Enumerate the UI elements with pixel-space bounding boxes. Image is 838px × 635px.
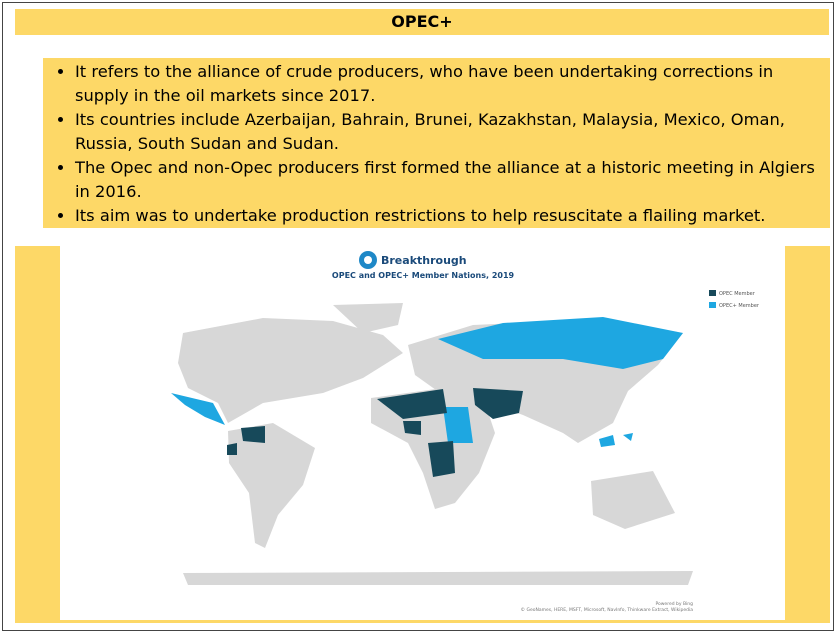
legend-swatch	[709, 290, 716, 296]
north-america	[178, 318, 403, 423]
sudan	[443, 407, 473, 443]
brand-logo	[364, 256, 372, 264]
greenland	[333, 303, 403, 333]
image-box: Breakthrough OPEC and OPEC+ Member Natio…	[15, 246, 830, 623]
bullet: Its aim was to undertake production rest…	[75, 204, 830, 228]
brand: Breakthrough	[381, 254, 467, 267]
mexico	[171, 393, 225, 425]
map-attribution: © GeoNames, HERE, MSFT, Microsoft, NavIn…	[521, 606, 694, 613]
south-america	[228, 423, 315, 548]
legend-swatch	[709, 302, 716, 308]
bullet-box: It refers to the alliance of crude produ…	[43, 58, 830, 228]
gulf	[473, 388, 523, 419]
header-title: OPEC+	[15, 9, 829, 35]
algeria-libya	[377, 389, 447, 419]
legend-label: OPEC Member	[719, 291, 756, 297]
nigeria	[403, 421, 421, 435]
antarctica	[183, 571, 693, 585]
russia	[438, 317, 683, 369]
bullet: It refers to the alliance of crude produ…	[75, 60, 830, 108]
malaysia	[599, 435, 615, 447]
ecuador	[227, 443, 237, 455]
bullet: Its countries include Azerbaijan, Bahrai…	[75, 108, 830, 156]
legend-label: OPEC+ Member	[719, 303, 760, 309]
map-image: Breakthrough OPEC and OPEC+ Member Natio…	[60, 246, 785, 620]
australia	[591, 471, 675, 529]
central-africa	[428, 441, 455, 477]
bullet: The Opec and non-Opec producers first fo…	[75, 156, 830, 204]
bullet-list: It refers to the alliance of crude produ…	[43, 58, 830, 228]
map-title: OPEC and OPEC+ Member Nations, 2019	[332, 271, 515, 280]
opec-plus	[171, 317, 683, 447]
brunei	[623, 433, 633, 441]
opec	[227, 388, 523, 477]
map-credit: Powered by Bing	[655, 601, 693, 607]
venezuela	[241, 426, 265, 443]
